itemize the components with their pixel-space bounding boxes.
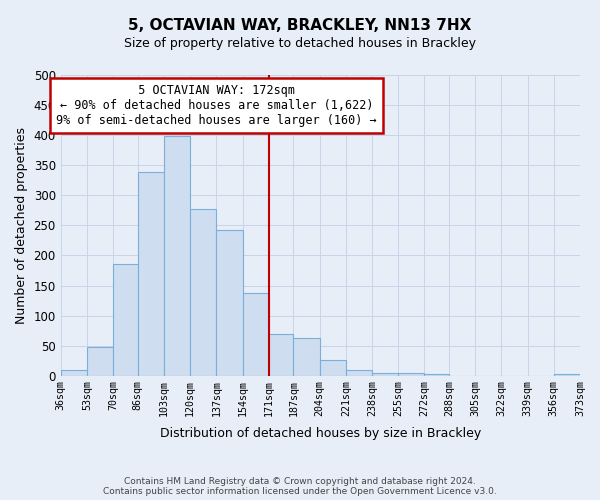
Bar xyxy=(269,334,293,376)
Bar xyxy=(372,372,398,376)
X-axis label: Distribution of detached houses by size in Brackley: Distribution of detached houses by size … xyxy=(160,427,481,440)
Bar xyxy=(138,172,164,376)
Y-axis label: Number of detached properties: Number of detached properties xyxy=(15,127,28,324)
Bar xyxy=(554,374,580,376)
Bar xyxy=(87,348,113,376)
Bar xyxy=(190,208,217,376)
Text: 5, OCTAVIAN WAY, BRACKLEY, NN13 7HX: 5, OCTAVIAN WAY, BRACKLEY, NN13 7HX xyxy=(128,18,472,32)
Bar xyxy=(242,294,269,376)
Bar xyxy=(113,264,138,376)
Bar xyxy=(424,374,449,376)
Text: Contains public sector information licensed under the Open Government Licence v3: Contains public sector information licen… xyxy=(103,487,497,496)
Bar xyxy=(293,338,320,376)
Bar xyxy=(217,230,242,376)
Bar xyxy=(61,370,87,376)
Text: Contains HM Land Registry data © Crown copyright and database right 2024.: Contains HM Land Registry data © Crown c… xyxy=(124,477,476,486)
Text: 5 OCTAVIAN WAY: 172sqm  
← 90% of detached houses are smaller (1,622)
9% of semi: 5 OCTAVIAN WAY: 172sqm ← 90% of detached… xyxy=(56,84,377,127)
Bar xyxy=(398,372,424,376)
Text: Size of property relative to detached houses in Brackley: Size of property relative to detached ho… xyxy=(124,38,476,51)
Bar xyxy=(320,360,346,376)
Bar xyxy=(346,370,372,376)
Bar xyxy=(164,136,190,376)
